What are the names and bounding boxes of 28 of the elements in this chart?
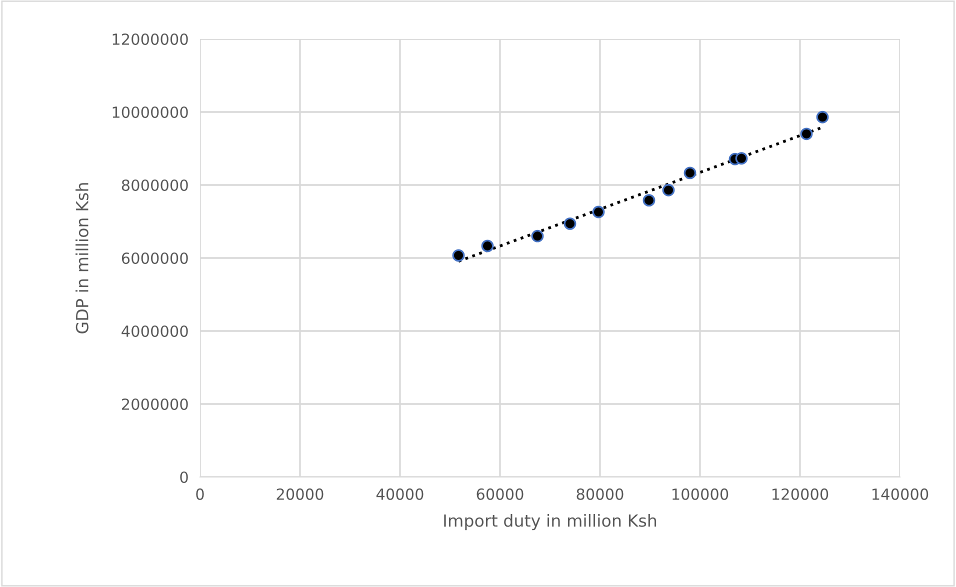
point [564,217,576,230]
point [592,206,605,218]
x-axis-title: Import duty in million Ksh [444,514,656,530]
x-tick-label: 40000 [376,488,424,500]
x-tick-label: 120000 [772,488,828,500]
point [662,184,675,196]
x-tick-label: 140000 [872,488,928,500]
point [452,249,465,262]
x-tick-label: 100000 [672,488,728,500]
point [735,152,748,165]
point [642,194,656,207]
y-tick-label: 4000000 [122,325,188,338]
y-tick-label: 6000000 [122,252,188,264]
y-tick-label: 0 [180,471,188,484]
point [800,128,813,140]
x-tick-label: 80000 [576,488,624,500]
point [684,166,696,180]
y-axis-title: GDP in million Ksh [76,183,88,334]
point [816,110,829,124]
x-tick-label: 0 [196,488,204,500]
point [531,230,544,242]
y-tick-label: 12000000 [112,33,188,46]
point [481,240,494,252]
y-tick-label: 10000000 [112,106,188,118]
y-tick-label: 8000000 [122,179,188,192]
x-tick-label: 20000 [276,488,324,500]
x-tick-label: 60000 [476,488,524,500]
y-tick-label: 2000000 [122,398,188,410]
